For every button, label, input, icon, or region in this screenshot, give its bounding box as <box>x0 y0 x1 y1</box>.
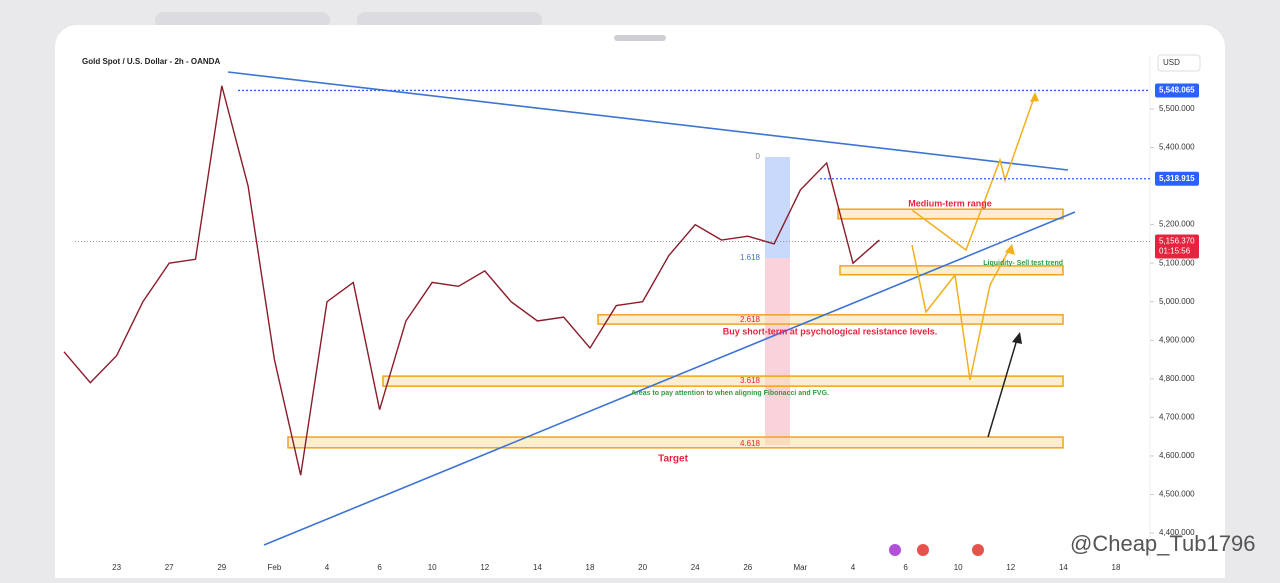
fib-label: 2.618 <box>740 315 761 324</box>
x-tick-label: 18 <box>586 563 595 572</box>
icon <box>972 544 984 556</box>
fib-label: 1.618 <box>740 253 761 262</box>
x-tick-label: 23 <box>112 563 121 572</box>
icon <box>917 544 929 556</box>
y-tick-label: 5,400.000 <box>1159 143 1195 152</box>
y-tick-label: 4,500.000 <box>1159 490 1195 499</box>
x-tick-label: Mar <box>794 563 808 572</box>
arrow-head <box>1030 92 1039 102</box>
trend-line <box>263 211 1076 546</box>
watermark: @Cheap_Tub1796 <box>1070 531 1255 556</box>
price-label: 5,548.065 <box>1159 86 1195 95</box>
fib-label: 0 <box>756 152 761 161</box>
tab <box>155 12 330 28</box>
y-tick-label: 5,500.000 <box>1159 104 1195 113</box>
currency-box <box>1157 54 1201 72</box>
x-tick-label: 14 <box>533 563 542 572</box>
x-tick-label: 26 <box>743 563 752 572</box>
y-tick-label: 4,900.000 <box>1159 335 1195 344</box>
icon <box>889 544 901 556</box>
x-tick-label: 24 <box>691 563 700 572</box>
zone <box>382 375 1064 387</box>
price-tag <box>1155 234 1199 259</box>
arrow-head <box>1012 332 1022 344</box>
handle <box>614 35 666 41</box>
trend-line <box>227 71 1069 171</box>
annotation: Buy short-term at psychological resistan… <box>723 326 938 336</box>
x-tick-label: 14 <box>1059 563 1068 572</box>
path-arrow <box>911 244 1011 381</box>
x-tick-label: 6 <box>377 563 382 572</box>
y-tick-label: 4,700.000 <box>1159 412 1195 421</box>
x-tick-label: 4 <box>325 563 330 572</box>
zone <box>287 436 1064 449</box>
x-tick-label: 6 <box>903 563 908 572</box>
x-tick-label: 10 <box>954 563 963 572</box>
price-label: 5,318.915 <box>1159 174 1195 183</box>
zone <box>839 265 1064 276</box>
x-tick-label: 4 <box>851 563 856 572</box>
zone <box>837 208 1064 220</box>
y-tick-label: 4,400.000 <box>1159 528 1195 537</box>
tab <box>357 12 542 28</box>
x-tick-label: 12 <box>480 563 489 572</box>
x-tick-label: 29 <box>217 563 226 572</box>
y-tick-label: 5,200.000 <box>1159 220 1195 229</box>
price-tag <box>1155 171 1199 186</box>
fib-label: 4.618 <box>740 439 761 448</box>
arrow <box>987 335 1019 438</box>
y-tick-label: 4,800.000 <box>1159 374 1195 383</box>
annotation: Medium-term range <box>908 198 992 208</box>
timer: 01:15:56 <box>1159 247 1191 256</box>
price-label: 5,156.370 <box>1159 237 1195 246</box>
annotation: Liquidity- Sell test trend <box>983 260 1063 267</box>
x-tick-label: Feb <box>268 563 282 572</box>
arrow-head <box>1005 244 1015 255</box>
x-tick-label: 10 <box>428 563 437 572</box>
y-tick-label: 5,100.000 <box>1159 258 1195 267</box>
x-tick-label: 12 <box>1006 563 1015 572</box>
y-tick-label: 5,000.000 <box>1159 297 1195 306</box>
zone <box>597 314 1064 325</box>
price-line <box>63 85 880 476</box>
annotation: Areas to pay attention to when aligning … <box>631 390 829 397</box>
path-arrow <box>911 94 1036 252</box>
fib-label: 3.618 <box>740 376 761 385</box>
x-tick-label: 27 <box>165 563 174 572</box>
annotation: Target <box>658 454 688 465</box>
x-tick-label: 18 <box>1112 563 1121 572</box>
chart-title: Gold Spot / U.S. Dollar - 2h - OANDA <box>82 57 220 66</box>
price-tag <box>1155 83 1199 98</box>
currency: USD <box>1163 58 1180 67</box>
fib-box <box>765 258 790 445</box>
x-tick-label: 20 <box>638 563 647 572</box>
y-tick-label: 4,600.000 <box>1159 451 1195 460</box>
